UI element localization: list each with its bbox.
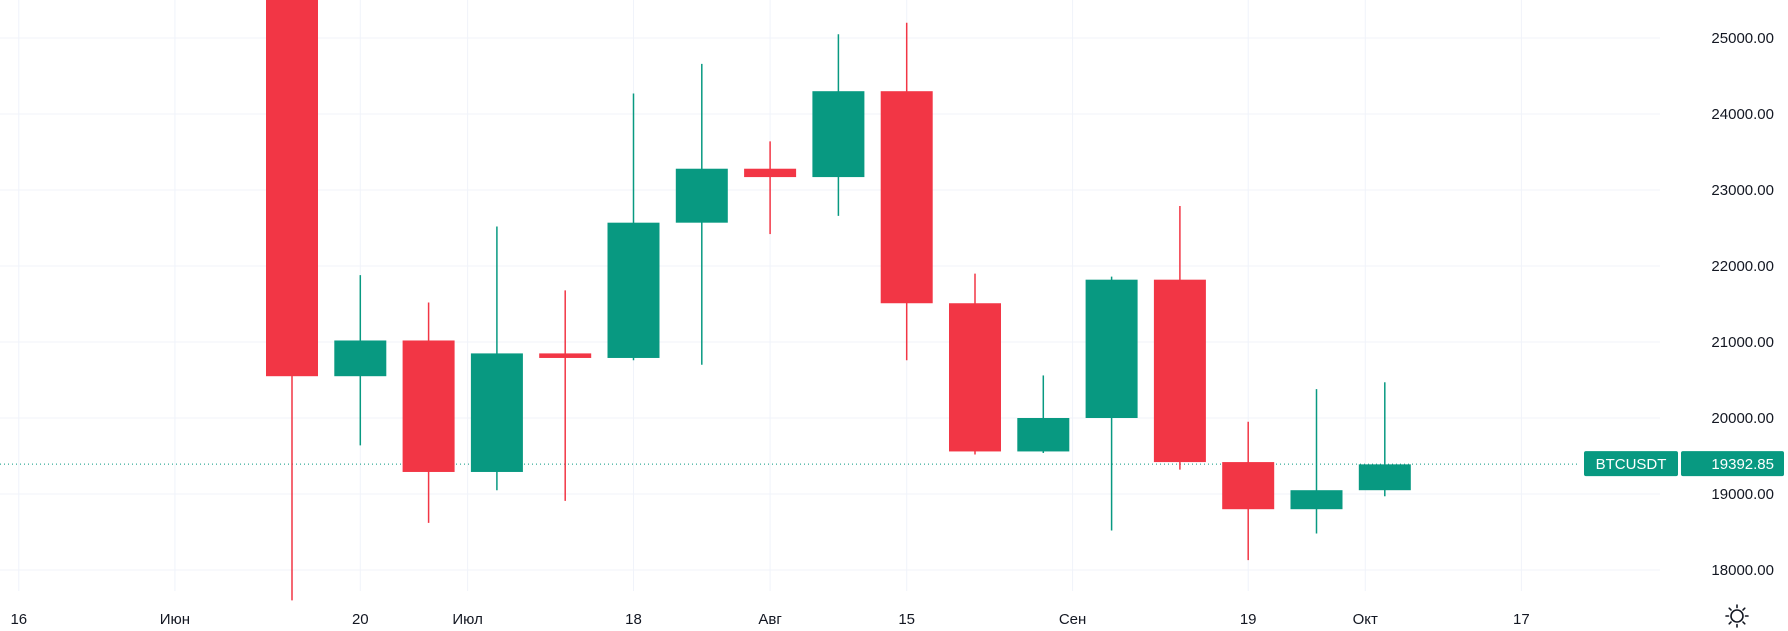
y-tick-label: 24000.00	[1711, 106, 1774, 123]
x-tick-label: 20	[352, 611, 369, 628]
candle-down	[539, 290, 592, 501]
sun-ray	[1728, 607, 1732, 611]
candle-body	[1085, 279, 1138, 418]
candles	[266, 0, 1411, 601]
candle-up	[812, 34, 865, 216]
x-tick-label: Сен	[1059, 611, 1086, 628]
candle-body	[470, 353, 523, 472]
price-label: 19392.85	[1711, 456, 1774, 473]
y-tick-label: 22000.00	[1711, 258, 1774, 275]
candle-body	[402, 340, 455, 472]
sun-ray	[1742, 607, 1746, 611]
candle-down	[880, 22, 933, 361]
last-price-badge: BTCUSDT 19392.85	[1584, 451, 1784, 477]
grid	[0, 0, 1660, 591]
x-tick-label: 15	[898, 611, 915, 628]
x-tick-label: Окт	[1353, 611, 1378, 628]
y-tick-label: 18000.00	[1711, 562, 1774, 579]
symbol-badge	[1584, 451, 1678, 477]
candle-body	[539, 353, 592, 358]
y-tick-label: 23000.00	[1711, 182, 1774, 199]
candle-up	[1290, 389, 1343, 534]
y-tick-label: 20000.00	[1711, 410, 1774, 427]
candle-body	[334, 340, 387, 377]
candle-down	[266, 0, 318, 601]
x-axis: 16 Июн 20 Июл 18 Авг 15 Сен 19 Окт 17	[10, 611, 1529, 628]
candle-up	[607, 93, 660, 361]
x-tick-label: 18	[625, 611, 642, 628]
symbol-label: BTCUSDT	[1596, 456, 1667, 473]
candle-body	[880, 91, 933, 304]
candle-body	[812, 91, 865, 178]
candle-down	[402, 302, 455, 523]
x-tick-label: Авг	[758, 611, 782, 628]
sun-ray	[1742, 621, 1746, 625]
candle-body	[1153, 279, 1206, 463]
x-tick-label: Июл	[452, 611, 482, 628]
x-tick-label: 19	[1240, 611, 1257, 628]
x-tick-label: 16	[10, 611, 27, 628]
candle-up	[1017, 375, 1070, 453]
candle-body	[1222, 462, 1275, 510]
sun-settings-icon[interactable]	[1725, 604, 1749, 628]
candle-body	[744, 168, 797, 178]
x-tick-label: 17	[1513, 611, 1530, 628]
y-tick-label: 19000.00	[1711, 486, 1774, 503]
candle-body	[1290, 490, 1343, 510]
y-axis: 18000.00 19000.00 20000.00 21000.00 22000.00…	[1711, 30, 1774, 579]
candle-up	[675, 63, 728, 365]
candle-down	[1222, 421, 1275, 561]
candle-down	[949, 273, 1001, 455]
candle-up	[1085, 276, 1138, 531]
candle-body	[607, 222, 660, 358]
candle-down	[1153, 205, 1206, 470]
candle-body	[1017, 418, 1070, 452]
candle-body	[266, 0, 318, 377]
price-badge	[1681, 451, 1784, 477]
x-tick-label: Июн	[160, 611, 190, 628]
y-tick-label: 25000.00	[1711, 30, 1774, 47]
candle-body	[1358, 464, 1411, 491]
candle-body	[675, 168, 728, 223]
candle-down	[744, 141, 797, 235]
sun-ray	[1728, 621, 1732, 625]
candle-up	[334, 275, 387, 446]
candle-up	[1358, 382, 1411, 497]
y-tick-label: 21000.00	[1711, 334, 1774, 351]
candle-up	[470, 226, 523, 491]
candle-body	[949, 303, 1001, 452]
